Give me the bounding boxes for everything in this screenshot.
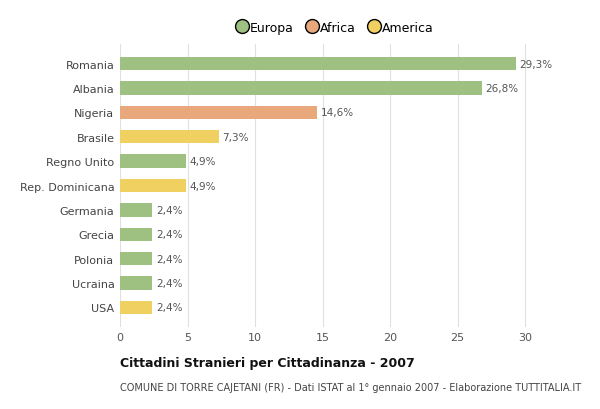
Bar [120,180,186,193]
Text: 2,4%: 2,4% [156,303,182,312]
Bar [120,155,186,169]
Bar [120,252,152,266]
Bar [120,204,152,217]
Bar [120,58,515,71]
Text: 7,3%: 7,3% [222,133,248,142]
Text: 4,9%: 4,9% [190,157,216,167]
Text: 26,8%: 26,8% [485,84,518,94]
Text: 2,4%: 2,4% [156,230,182,240]
Bar [120,82,482,96]
Bar [120,301,152,315]
Text: COMUNE DI TORRE CAJETANI (FR) - Dati ISTAT al 1° gennaio 2007 - Elaborazione TUT: COMUNE DI TORRE CAJETANI (FR) - Dati IST… [120,382,581,392]
Text: 2,4%: 2,4% [156,279,182,288]
Text: 2,4%: 2,4% [156,205,182,216]
Bar [120,228,152,241]
Text: 4,9%: 4,9% [190,181,216,191]
Text: 14,6%: 14,6% [320,108,353,118]
Legend: Europa, Africa, America: Europa, Africa, America [233,17,439,40]
Bar [120,276,152,290]
Bar [120,131,218,144]
Text: 2,4%: 2,4% [156,254,182,264]
Text: 29,3%: 29,3% [519,60,552,70]
Text: Cittadini Stranieri per Cittadinanza - 2007: Cittadini Stranieri per Cittadinanza - 2… [120,356,415,369]
Bar [120,106,317,120]
